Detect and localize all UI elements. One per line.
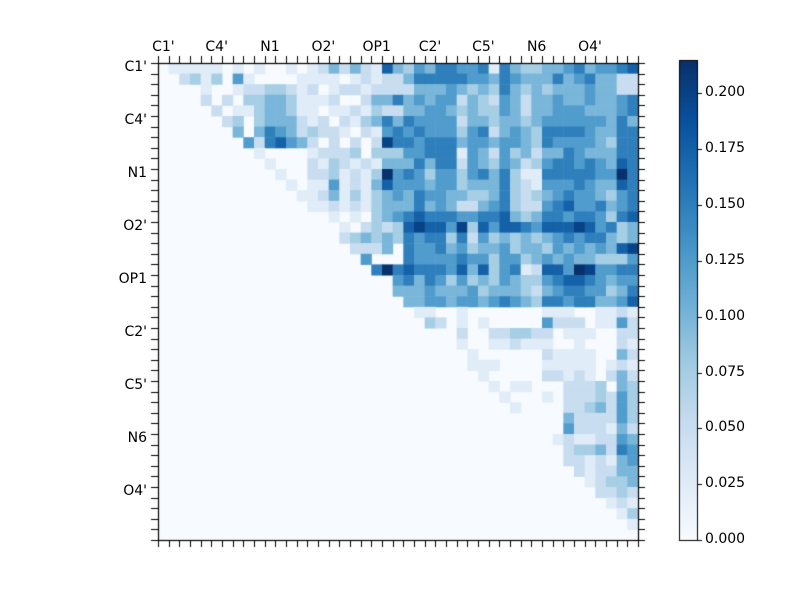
colorbar-tick-label: 0.100 (705, 307, 746, 324)
x-axis-label: O2' (311, 39, 336, 55)
y-axis-label: OP1 (118, 271, 147, 288)
colorbar-tick-label: 0.000 (705, 531, 746, 547)
y-axis-label: N6 (127, 430, 147, 447)
colorbar-tick-label: 0.175 (705, 140, 746, 157)
y-axis-label: C2' (124, 324, 147, 341)
y-axis-label: N1 (127, 165, 147, 182)
y-axis-label: O2' (123, 218, 147, 235)
colorbar-tick-label: 0.125 (705, 251, 746, 268)
x-axis-label: N1 (260, 39, 280, 55)
y-axis-label: C1' (124, 59, 147, 76)
x-axis-label: C2' (418, 39, 442, 55)
x-axis-label: C4' (205, 39, 228, 55)
colorbar-tick-label: 0.200 (705, 84, 746, 101)
colorbar-tick-label: 0.025 (705, 475, 746, 492)
colorbar-tick-label: 0.050 (705, 419, 746, 436)
y-axis-label: O4' (123, 483, 147, 500)
x-axis-label: C5' (472, 39, 495, 55)
x-axis-label: O4' (578, 39, 602, 55)
x-axis-label: OP1 (362, 39, 391, 55)
x-axis-label: N6 (526, 39, 547, 55)
y-axis-label: C4' (124, 112, 147, 129)
y-axis-label: C5' (124, 377, 147, 394)
colorbar-tick-label: 0.075 (705, 363, 746, 380)
colorbar-tick-label: 0.150 (705, 196, 746, 213)
x-axis-label: C1' (152, 39, 175, 55)
